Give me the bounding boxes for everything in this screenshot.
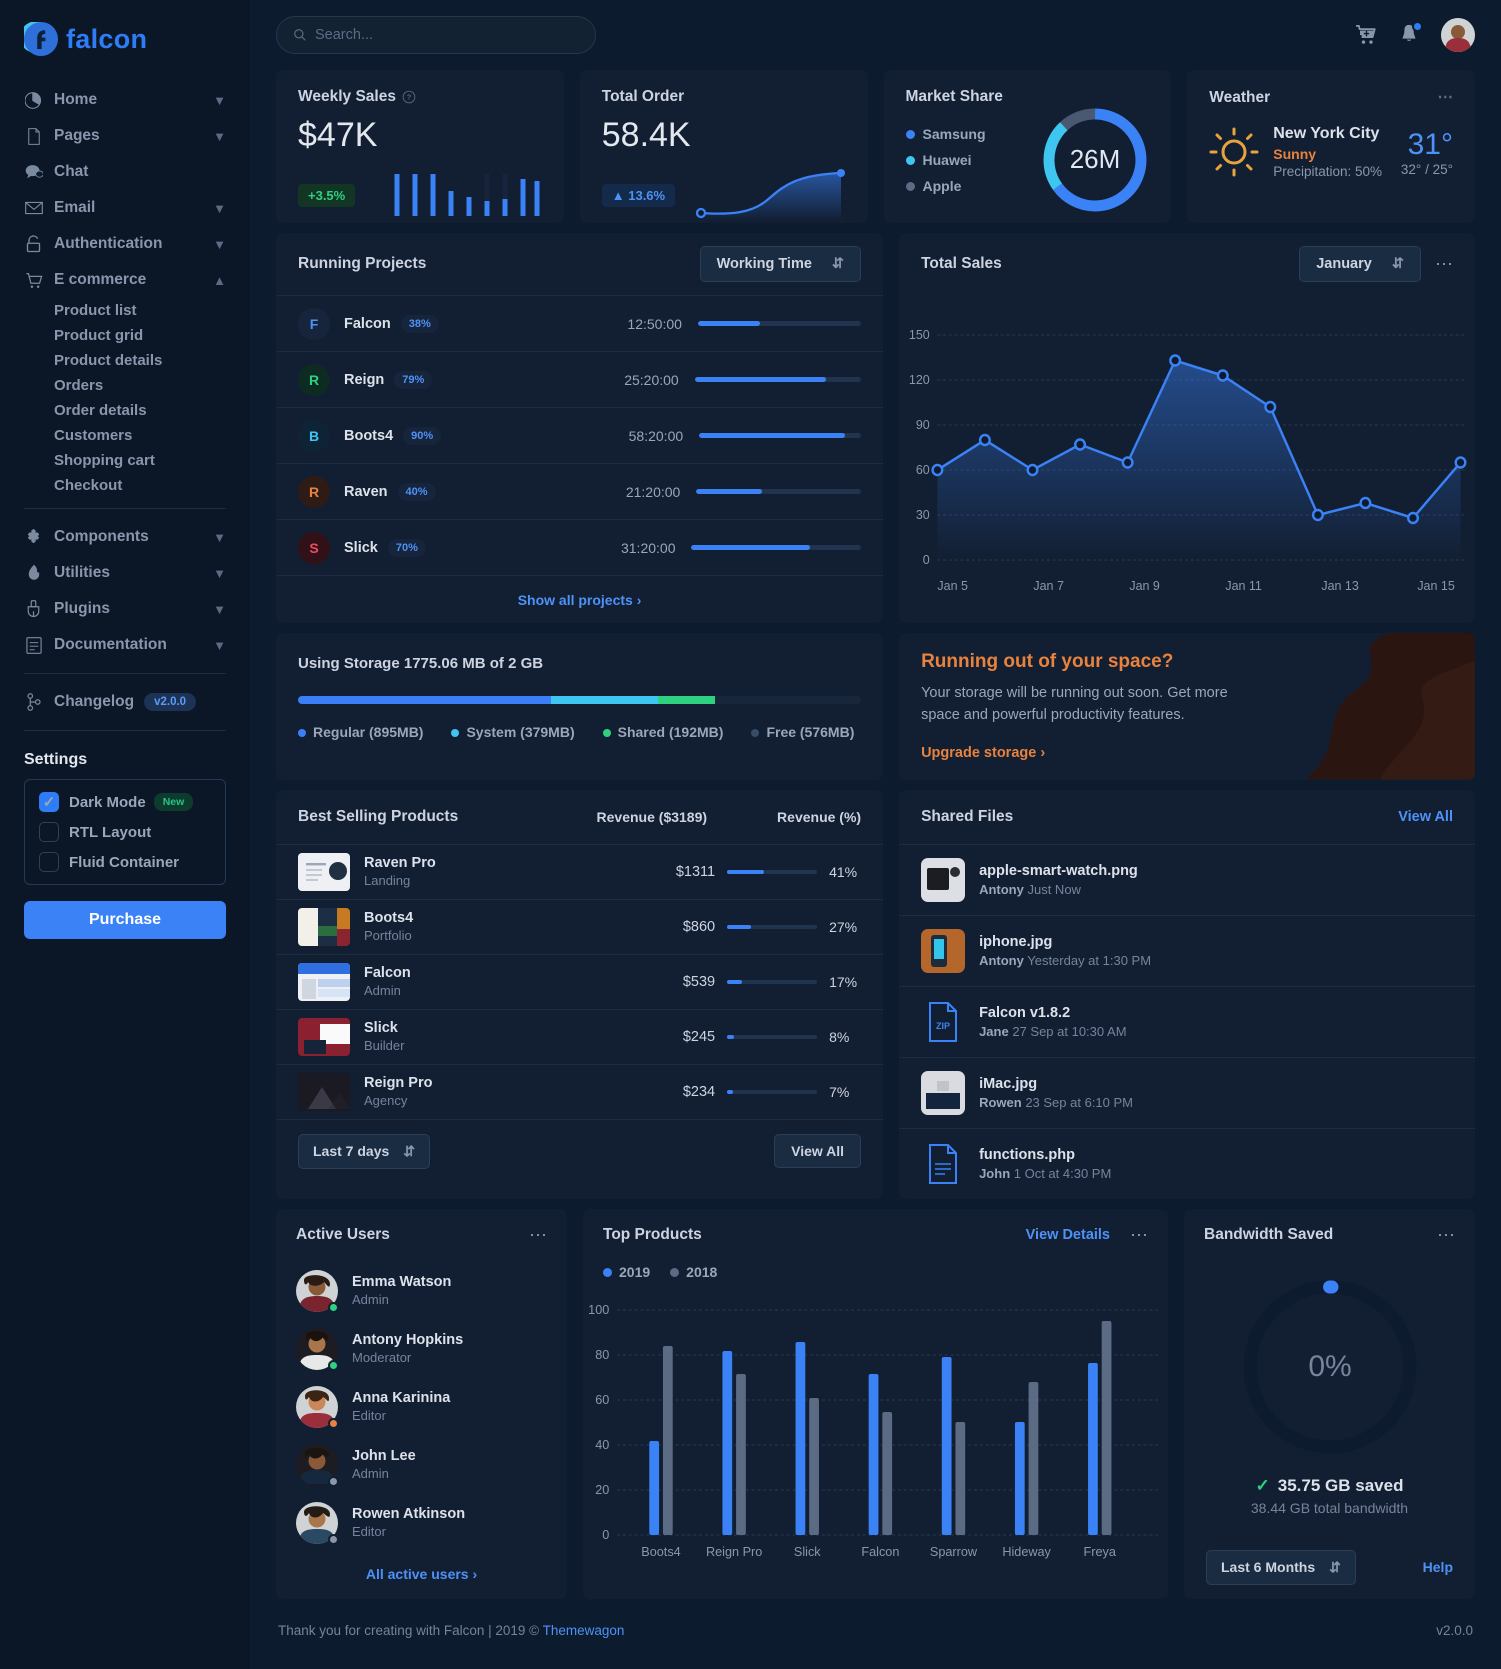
svg-text:26M: 26M [1070,144,1121,174]
svg-text:Falcon: Falcon [861,1543,899,1558]
svg-text:90: 90 [916,417,930,432]
svg-text:20: 20 [595,1481,609,1496]
svg-text:Hideway: Hideway [1002,1543,1051,1558]
svg-text:Jan 5: Jan 5 [937,578,968,593]
svg-text:30: 30 [916,507,930,522]
svg-text:Jan 7: Jan 7 [1033,578,1064,593]
svg-text:Jan 15: Jan 15 [1417,578,1454,593]
svg-text:0: 0 [923,552,930,567]
svg-text:40: 40 [595,1436,609,1451]
svg-text:Boots4: Boots4 [641,1543,680,1558]
svg-text:ZIP: ZIP [936,1021,950,1031]
svg-text:?: ? [407,95,411,102]
svg-text:Slick: Slick [794,1543,821,1558]
svg-text:80: 80 [595,1346,609,1361]
svg-text:60: 60 [595,1391,609,1406]
svg-text:Freya: Freya [1084,1543,1117,1558]
svg-text:Sparrow: Sparrow [930,1543,978,1558]
svg-text:Jan 9: Jan 9 [1129,578,1160,593]
svg-text:60: 60 [916,462,930,477]
svg-text:150: 150 [909,327,930,342]
svg-text:0%: 0% [1308,1350,1351,1383]
svg-text:0: 0 [602,1526,609,1541]
svg-text:Reign Pro: Reign Pro [706,1543,762,1558]
svg-text:Jan 13: Jan 13 [1321,578,1358,593]
svg-text:120: 120 [909,372,930,387]
svg-text:Jan 11: Jan 11 [1225,578,1262,593]
svg-text:100: 100 [588,1301,609,1316]
